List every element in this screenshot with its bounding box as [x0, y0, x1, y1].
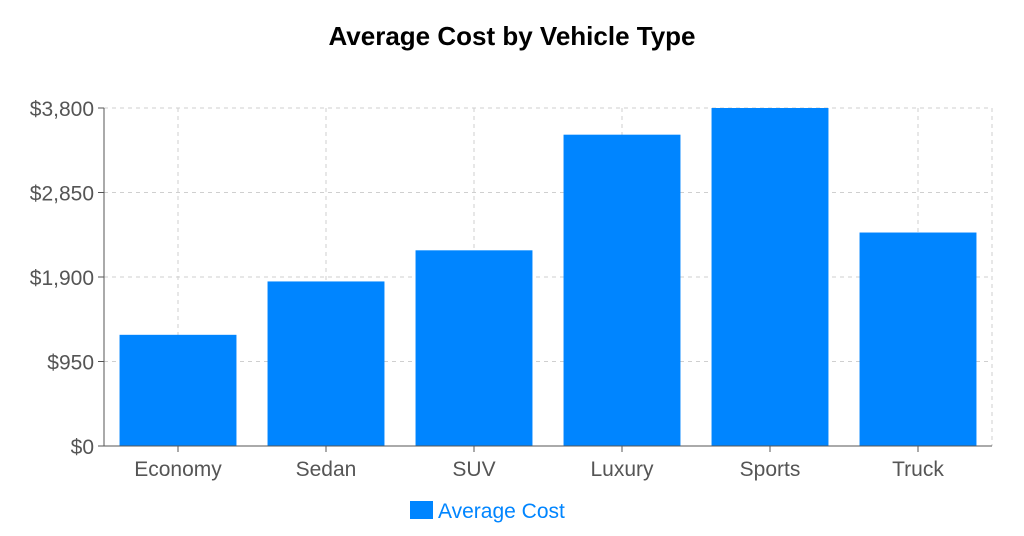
legend-swatch — [410, 501, 433, 519]
legend: Average Cost — [410, 500, 565, 523]
bar-sports[interactable] — [711, 108, 829, 446]
y-tick-label: $3,800 — [30, 98, 94, 121]
y-axis-ticks: $0 $950 $1,900 $2,850 $3,800 — [30, 98, 104, 459]
x-tick-label: Economy — [134, 458, 222, 481]
y-tick-label: $2,850 — [30, 183, 94, 206]
gridlines — [104, 107, 993, 446]
bar-economy[interactable] — [119, 334, 237, 446]
x-tick-label: Luxury — [590, 458, 654, 481]
x-tick-label: SUV — [452, 458, 495, 481]
y-tick-label: $1,900 — [30, 267, 94, 290]
bar-sedan[interactable] — [267, 281, 385, 446]
x-tick-label: Truck — [892, 458, 944, 481]
x-axis-ticks: Economy Sedan SUV Luxury Sports Truck — [134, 446, 944, 481]
legend-label: Average Cost — [438, 500, 565, 523]
chart-title: Average Cost by Vehicle Type — [328, 21, 695, 51]
bar-truck[interactable] — [859, 232, 977, 446]
y-tick-label: $0 — [71, 436, 94, 459]
bar-luxury[interactable] — [563, 134, 681, 446]
bar-suv[interactable] — [415, 250, 533, 446]
bars — [119, 108, 977, 446]
x-tick-label: Sports — [740, 458, 801, 481]
y-tick-label: $950 — [47, 352, 94, 375]
x-tick-label: Sedan — [296, 458, 357, 481]
